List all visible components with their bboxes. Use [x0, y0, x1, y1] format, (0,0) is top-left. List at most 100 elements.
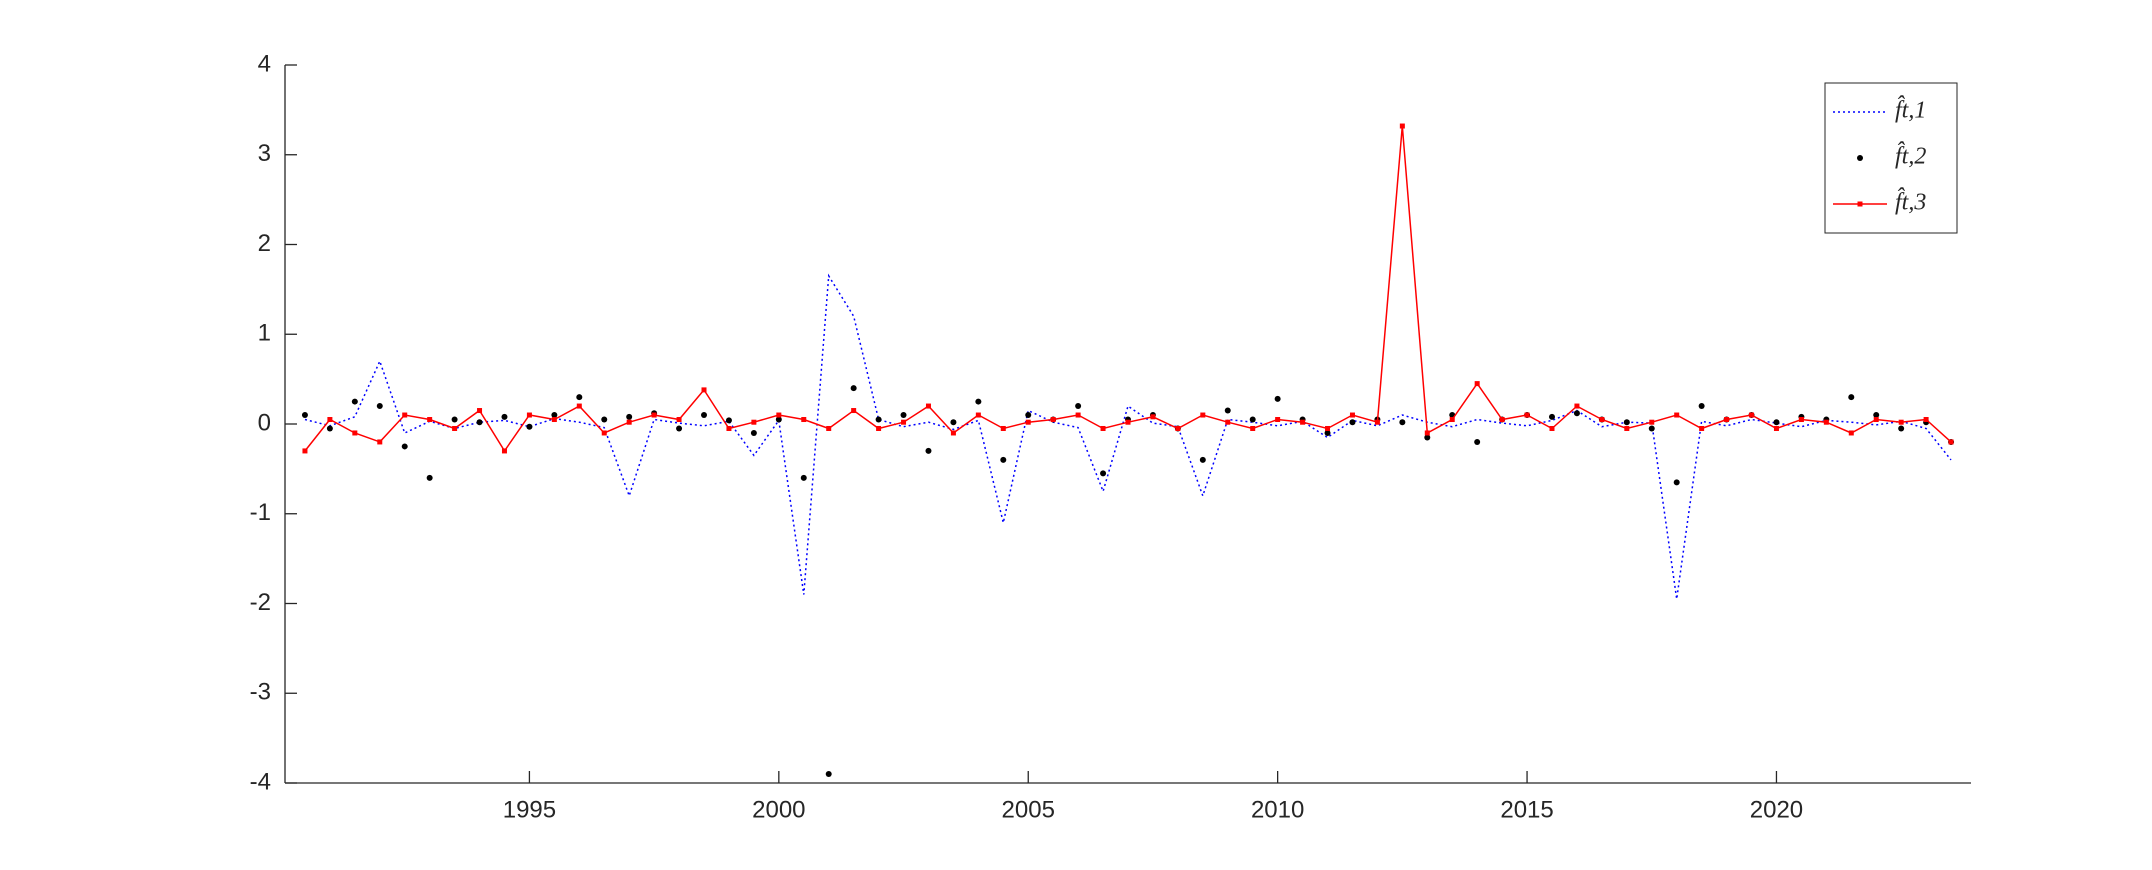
y-tick-label: -3	[250, 679, 271, 706]
point	[1873, 417, 1879, 423]
point	[1749, 412, 1755, 418]
point	[1200, 412, 1206, 418]
y-tick-label: -1	[250, 499, 271, 526]
point	[676, 425, 683, 432]
point	[1249, 416, 1256, 423]
point	[526, 412, 532, 418]
point	[402, 412, 408, 418]
point	[1624, 425, 1630, 431]
point	[351, 398, 358, 405]
point	[925, 403, 931, 409]
point	[975, 398, 982, 405]
point	[1923, 417, 1929, 423]
y-tick-label: 4	[258, 50, 271, 77]
point	[1399, 419, 1406, 426]
x-tick-label: 2005	[1002, 796, 1055, 823]
point	[851, 408, 857, 414]
point	[1424, 434, 1431, 441]
point	[1000, 425, 1006, 431]
point	[800, 474, 807, 481]
point	[551, 417, 557, 423]
point	[1025, 412, 1032, 419]
point	[451, 416, 458, 423]
point	[1823, 419, 1829, 425]
point	[1773, 419, 1780, 426]
point	[477, 408, 483, 414]
point	[1274, 395, 1281, 402]
point	[676, 417, 682, 423]
y-tick-label: 1	[258, 320, 271, 347]
point	[501, 448, 507, 454]
series-line	[304, 273, 1952, 600]
point	[1224, 407, 1231, 414]
point	[725, 417, 732, 424]
point	[701, 412, 708, 419]
point	[377, 439, 383, 445]
point	[1300, 419, 1306, 425]
y-tick-label: 0	[258, 409, 271, 436]
point	[876, 425, 882, 431]
point	[1075, 403, 1082, 410]
point	[601, 416, 608, 423]
point	[826, 425, 832, 431]
point	[426, 474, 433, 481]
point	[427, 417, 433, 423]
point	[1399, 123, 1405, 129]
point	[1225, 419, 1231, 425]
point	[1324, 429, 1331, 436]
point	[301, 412, 308, 419]
point	[1898, 425, 1905, 432]
legend-label: f̂t,1	[1895, 95, 1926, 123]
point	[327, 417, 333, 423]
point	[1673, 479, 1680, 486]
point	[1349, 412, 1355, 418]
point	[1649, 419, 1655, 425]
point	[1848, 394, 1855, 401]
point	[452, 425, 458, 431]
point	[950, 430, 956, 436]
point	[1798, 417, 1804, 423]
point	[1474, 381, 1480, 387]
point	[750, 429, 757, 436]
legend-marker	[1857, 155, 1863, 161]
point	[1199, 456, 1206, 463]
point	[576, 394, 583, 401]
point	[1100, 425, 1106, 431]
point	[1599, 417, 1605, 423]
point	[801, 417, 807, 423]
point	[1948, 439, 1954, 445]
point	[1325, 425, 1331, 431]
point	[900, 412, 907, 419]
point	[1374, 419, 1380, 425]
point	[1175, 425, 1181, 431]
y-tick-label: -2	[250, 589, 271, 616]
legend-label: f̂t,3	[1895, 187, 1926, 215]
point	[1349, 419, 1356, 426]
x-tick-label: 1995	[503, 796, 556, 823]
point	[352, 430, 358, 436]
y-tick-label: -4	[250, 768, 271, 795]
point	[376, 403, 383, 410]
point	[1025, 419, 1031, 425]
x-tick-label: 2015	[1500, 796, 1553, 823]
point	[751, 419, 757, 425]
point	[1699, 425, 1705, 431]
point	[1000, 456, 1007, 463]
point	[302, 448, 308, 454]
point	[1549, 425, 1555, 431]
point	[875, 416, 882, 423]
point	[1873, 412, 1880, 419]
point	[825, 771, 832, 778]
point	[576, 403, 582, 409]
point	[401, 443, 408, 450]
point	[975, 412, 981, 418]
point	[476, 419, 483, 426]
point	[1150, 414, 1156, 420]
point	[1674, 412, 1680, 418]
legend-label: f̂t,2	[1895, 141, 1926, 169]
point	[1250, 425, 1256, 431]
x-tick-label: 2020	[1750, 796, 1803, 823]
point	[1275, 417, 1281, 423]
point	[1698, 403, 1705, 410]
